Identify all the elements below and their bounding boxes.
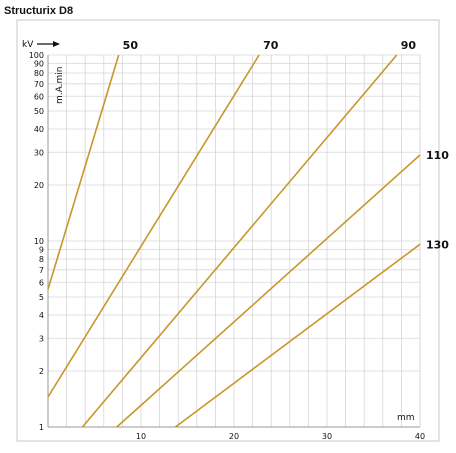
- y-tick-label: 20: [34, 181, 44, 190]
- y-tick-label: 1: [39, 423, 44, 432]
- y-tick-label: 10: [34, 237, 44, 246]
- chart-title: Structurix D8: [4, 5, 74, 17]
- y-tick-label: 60: [34, 92, 44, 101]
- series-label-90: 90: [401, 39, 417, 52]
- arrow-head-icon: [53, 41, 60, 47]
- y-tick-label: 100: [29, 51, 44, 60]
- series-label-50: 50: [123, 39, 139, 52]
- y-tick-label: 3: [39, 334, 44, 343]
- y-axis-title: m.A.min: [55, 67, 65, 104]
- series-name-labels: 50 70 90 110 130: [123, 39, 450, 251]
- x-tick-label: 40: [415, 432, 425, 441]
- series-label-130: 130: [426, 238, 449, 251]
- x-tick-label: 30: [322, 432, 332, 441]
- series-line-50: [47, 54, 120, 290]
- chart-frame: [16, 19, 440, 442]
- y-tick-label: 40: [34, 125, 44, 134]
- y-tick-label: 9: [39, 246, 44, 255]
- y-tick-label: 30: [34, 148, 44, 157]
- y-tick-label: 80: [34, 69, 44, 78]
- series-line-110: [116, 154, 421, 428]
- series-lines: [47, 54, 421, 428]
- x-axis-title: mm: [397, 413, 415, 423]
- series-label-70: 70: [263, 39, 279, 52]
- y-tick-label: 7: [39, 266, 44, 275]
- y-tick-label: 8: [39, 255, 44, 264]
- y-tick-label: 50: [34, 107, 44, 116]
- y-tick-label: 90: [34, 60, 44, 69]
- series-line-90: [81, 54, 398, 428]
- x-tick-labels: 10 20 30 40: [136, 432, 425, 441]
- series-line-130: [174, 243, 421, 428]
- series-line-70: [47, 54, 260, 398]
- y-tick-label: 6: [39, 278, 44, 287]
- y-tick-label: 4: [39, 311, 44, 320]
- plot-area: [47, 55, 421, 428]
- x-tick-label: 20: [229, 432, 239, 441]
- y-tick-label: 5: [39, 293, 44, 302]
- y-tick-label: 70: [34, 80, 44, 89]
- series-label-110: 110: [426, 149, 449, 162]
- series-label-group: kV: [22, 40, 60, 50]
- y-tick-label: 2: [39, 367, 44, 376]
- x-tick-label: 10: [136, 432, 146, 441]
- series-label-kv: kV: [22, 40, 34, 50]
- grid-lines: [47, 54, 421, 428]
